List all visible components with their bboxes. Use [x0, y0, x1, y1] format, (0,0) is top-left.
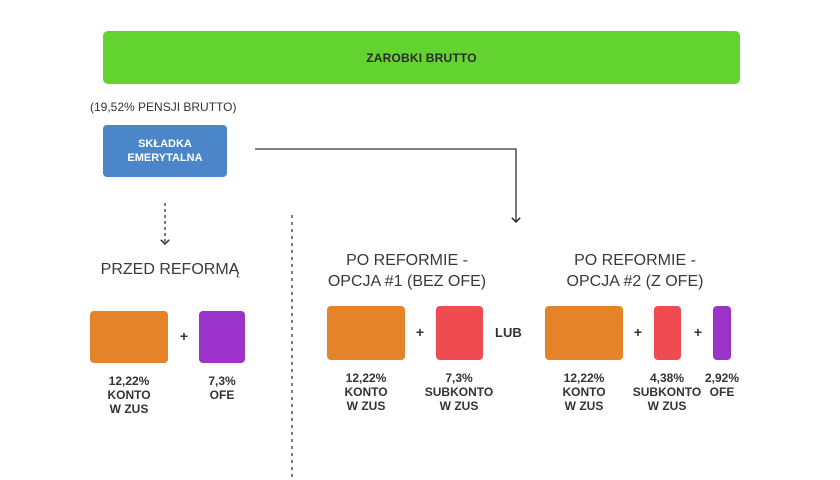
option1-konto-box — [327, 306, 405, 360]
or-separator: LUB — [495, 325, 522, 340]
gross-earnings-banner: ZAROBKI BRUTTO — [103, 31, 740, 84]
option1-heading: PO REFORMIE - OPCJA #1 (BEZ OFE) — [327, 252, 487, 290]
option2-plus-1: + — [633, 324, 643, 340]
option2-subkonto-box — [654, 306, 681, 360]
option2-plus-2: + — [693, 324, 703, 340]
option2-heading: PO REFORMIE - OPCJA #2 (Z OFE) — [566, 252, 704, 290]
option2-konto-box — [545, 306, 623, 360]
option1-subkonto-box — [436, 306, 483, 360]
option2-ofe-caption: 2,92% OFE — [704, 371, 740, 399]
before-konto-caption: 12,22% KONTO W ZUS — [107, 374, 151, 416]
arrow-to-option1 — [255, 148, 521, 224]
option1-konto-caption: 12,22% KONTO W ZUS — [344, 371, 388, 413]
option1-plus: + — [415, 324, 425, 340]
option2-subkonto-caption: 4,38% SUBKONTO W ZUS — [632, 371, 702, 413]
option2-ofe-box — [713, 306, 731, 360]
option2-konto-caption: 12,22% KONTO W ZUS — [562, 371, 606, 413]
before-plus: + — [179, 328, 189, 344]
before-reform-heading: PRZED REFORMĄ — [100, 261, 240, 278]
before-konto-box — [90, 311, 168, 363]
before-ofe-caption: 7,3% OFE — [208, 374, 236, 402]
pension-percent-note: (19,52% PENSJI BRUTTO) — [90, 100, 237, 114]
pension-contribution-box: SKŁADKA EMERYTALNA — [103, 125, 227, 177]
option1-subkonto-caption: 7,3% SUBKONTO W ZUS — [424, 371, 494, 413]
before-ofe-box — [199, 311, 245, 363]
